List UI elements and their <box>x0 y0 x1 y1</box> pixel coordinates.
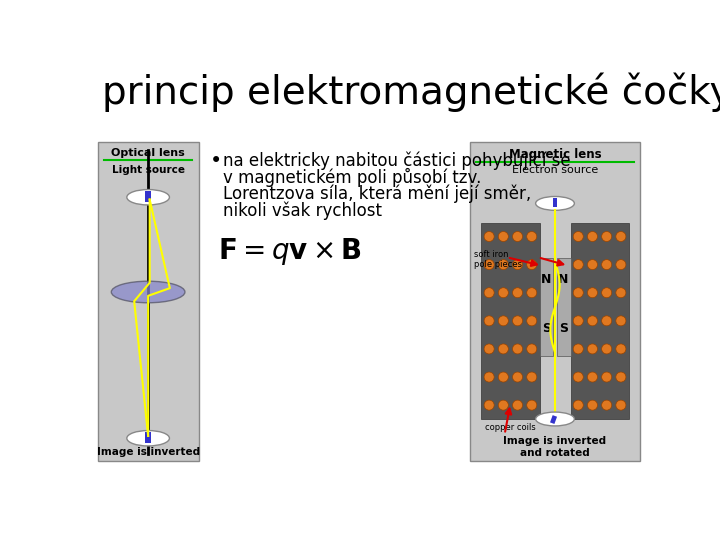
Ellipse shape <box>513 288 523 298</box>
Ellipse shape <box>513 372 523 382</box>
Ellipse shape <box>602 344 612 354</box>
Text: Electron source: Electron source <box>512 165 598 175</box>
Text: nikoli však rychlost: nikoli však rychlost <box>222 202 382 220</box>
Ellipse shape <box>527 372 537 382</box>
Ellipse shape <box>588 316 598 326</box>
Ellipse shape <box>127 430 169 446</box>
Ellipse shape <box>573 372 583 382</box>
Ellipse shape <box>484 344 494 354</box>
Bar <box>145 432 151 443</box>
Ellipse shape <box>602 232 612 241</box>
Text: N: N <box>558 273 569 286</box>
Ellipse shape <box>602 400 612 410</box>
Text: Magnetic lens: Magnetic lens <box>509 148 601 161</box>
Ellipse shape <box>573 400 583 410</box>
Ellipse shape <box>527 316 537 326</box>
Ellipse shape <box>616 316 626 326</box>
Text: Image is inverted: Image is inverted <box>96 447 199 457</box>
Ellipse shape <box>513 316 523 326</box>
Text: Optical lens: Optical lens <box>112 148 185 158</box>
Ellipse shape <box>573 316 583 326</box>
Ellipse shape <box>498 316 508 326</box>
Bar <box>553 198 557 207</box>
Ellipse shape <box>616 372 626 382</box>
Bar <box>145 191 151 202</box>
Ellipse shape <box>498 288 508 298</box>
Ellipse shape <box>616 232 626 241</box>
Text: Light source: Light source <box>112 165 184 175</box>
Ellipse shape <box>484 400 494 410</box>
Ellipse shape <box>484 316 494 326</box>
Text: v magnetickém poli působí tzv.: v magnetickém poli působí tzv. <box>222 168 481 187</box>
Text: soft iron
pole pieces: soft iron pole pieces <box>474 249 521 269</box>
Ellipse shape <box>527 232 537 241</box>
Ellipse shape <box>513 344 523 354</box>
Text: S: S <box>542 322 551 335</box>
Ellipse shape <box>527 344 537 354</box>
Ellipse shape <box>513 260 523 269</box>
Ellipse shape <box>602 372 612 382</box>
Ellipse shape <box>513 400 523 410</box>
Ellipse shape <box>498 232 508 241</box>
Ellipse shape <box>527 288 537 298</box>
Ellipse shape <box>498 400 508 410</box>
Text: •: • <box>210 151 222 171</box>
Ellipse shape <box>588 288 598 298</box>
Ellipse shape <box>602 316 612 326</box>
Text: Image is inverted
and rotated: Image is inverted and rotated <box>503 436 606 457</box>
Ellipse shape <box>588 344 598 354</box>
Text: $\mathbf{F} = q\mathbf{v} \times \mathbf{B}$: $\mathbf{F} = q\mathbf{v} \times \mathbf… <box>218 236 361 267</box>
Ellipse shape <box>527 260 537 269</box>
Text: S: S <box>559 322 568 335</box>
Ellipse shape <box>588 400 598 410</box>
Text: Lorentzova síla, která mění její směr,: Lorentzova síla, která mění její směr, <box>222 185 531 204</box>
Ellipse shape <box>484 260 494 269</box>
Ellipse shape <box>484 232 494 241</box>
Ellipse shape <box>498 344 508 354</box>
Ellipse shape <box>484 288 494 298</box>
Ellipse shape <box>484 372 494 382</box>
Ellipse shape <box>588 232 598 241</box>
Ellipse shape <box>616 288 626 298</box>
Text: copper coils: copper coils <box>485 423 536 432</box>
Ellipse shape <box>498 372 508 382</box>
Ellipse shape <box>513 232 523 241</box>
Ellipse shape <box>536 412 575 426</box>
Ellipse shape <box>616 400 626 410</box>
Ellipse shape <box>573 232 583 241</box>
Bar <box>570 222 629 419</box>
Ellipse shape <box>573 288 583 298</box>
Bar <box>98 142 199 461</box>
Ellipse shape <box>588 372 598 382</box>
Ellipse shape <box>127 190 169 205</box>
Ellipse shape <box>527 400 537 410</box>
Ellipse shape <box>602 260 612 269</box>
Bar <box>550 415 557 424</box>
Ellipse shape <box>602 288 612 298</box>
Text: na elektricky nabitou částici pohybující se: na elektricky nabitou částici pohybující… <box>222 151 570 170</box>
Bar <box>482 222 539 419</box>
Ellipse shape <box>498 260 508 269</box>
Text: princip elektromagnetické čočky: princip elektromagnetické čočky <box>102 72 720 112</box>
Ellipse shape <box>588 260 598 269</box>
Ellipse shape <box>573 260 583 269</box>
Ellipse shape <box>616 260 626 269</box>
Ellipse shape <box>616 344 626 354</box>
Bar <box>469 142 640 461</box>
Ellipse shape <box>112 281 185 303</box>
Text: N: N <box>541 273 552 286</box>
Bar <box>539 258 554 356</box>
Ellipse shape <box>536 197 575 210</box>
Bar <box>557 258 570 356</box>
Ellipse shape <box>573 344 583 354</box>
